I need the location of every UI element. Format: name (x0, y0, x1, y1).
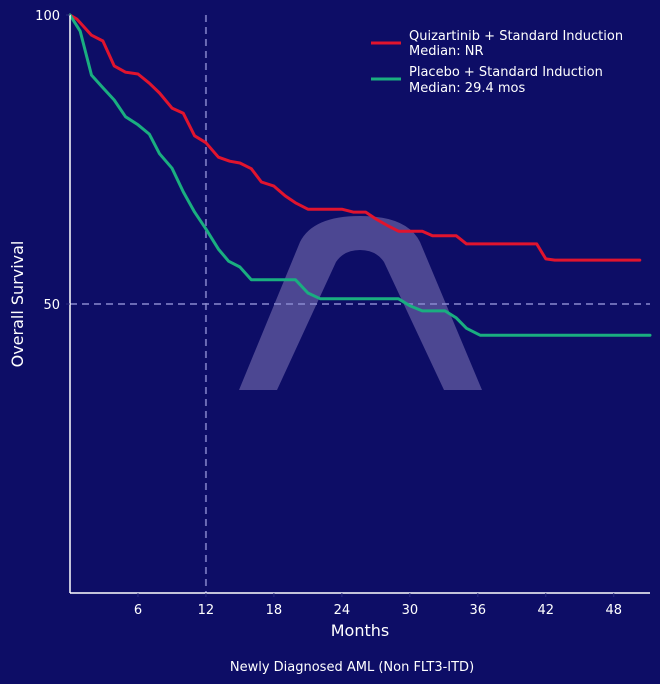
y-axis-title: Overall Survival (8, 241, 27, 368)
legend-median-quizartinib: Median: NR (409, 44, 484, 59)
y-tick-label: 100 (35, 9, 60, 24)
legend-label-placebo: Placebo + Standard Induction (409, 65, 603, 80)
x-tick-label: 18 (266, 603, 283, 618)
ticks: 6 12 18 24 30 36 42 48 50 100 (35, 9, 622, 618)
x-tick-label: 24 (334, 603, 351, 618)
series-line-quizartinib (68, 13, 642, 262)
x-tick-label: 6 (134, 603, 142, 618)
legend-label-quizartinib: Quizartinib + Standard Induction (409, 29, 623, 44)
series-layer (68, 13, 652, 337)
x-tick-label: 48 (605, 603, 622, 618)
x-tick-label: 36 (470, 603, 487, 618)
y-tick-label: 50 (43, 298, 60, 313)
x-tick-label: 12 (198, 603, 215, 618)
legend-median-placebo: Median: 29.4 mos (409, 81, 525, 96)
reference-lines (70, 15, 650, 593)
x-axis-title: Months (331, 621, 389, 640)
legend: Quizartinib + Standard Induction Median:… (371, 29, 623, 96)
x-tick-label: 42 (538, 603, 555, 618)
arch-logo-watermark (239, 216, 482, 390)
x-tick-label: 30 (402, 603, 419, 618)
series-line-placebo (68, 13, 652, 337)
chart-subtitle: Newly Diagnosed AML (Non FLT3-ITD) (230, 660, 474, 675)
